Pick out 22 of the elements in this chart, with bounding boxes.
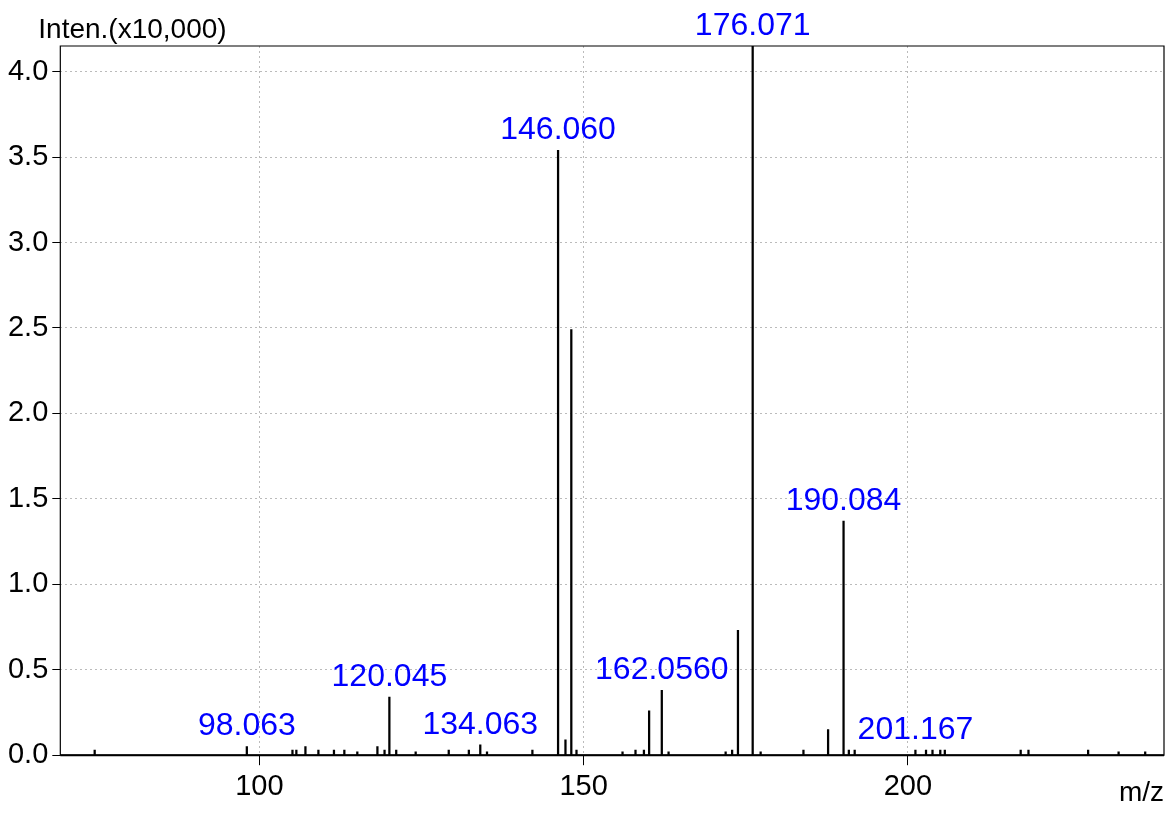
x-tick-label: 150 (559, 768, 608, 801)
y-tick-label: 4.0 (7, 53, 49, 86)
annotation: 120.045 (331, 656, 448, 693)
annotation: 134.063 (422, 704, 539, 741)
annotation: 98.063 (197, 706, 296, 743)
annotation: 190.084 (785, 480, 902, 517)
annotation: 176.071 (694, 5, 811, 42)
y-tick-label: 3.0 (7, 224, 49, 257)
x-tick-label: 200 (883, 768, 933, 801)
y-tick-label: 2.0 (7, 395, 49, 428)
y-tick-label: 2.5 (7, 309, 49, 342)
x-tick-label: 100 (235, 768, 284, 801)
y-tick-label: 0.5 (7, 651, 49, 684)
y-tick-label: 0.0 (7, 737, 49, 770)
annotation: 201.167 (857, 709, 974, 746)
y-tick-label: 3.5 (7, 139, 49, 172)
annotation: 162.0560 (595, 650, 729, 687)
annotation: 146.060 (500, 110, 616, 147)
y-axis-title: Inten.(x10,000) (38, 12, 227, 44)
x-axis-title: m/z (1118, 775, 1164, 807)
y-tick-label: 1.5 (7, 480, 49, 513)
y-tick-label: 1.0 (7, 566, 49, 599)
